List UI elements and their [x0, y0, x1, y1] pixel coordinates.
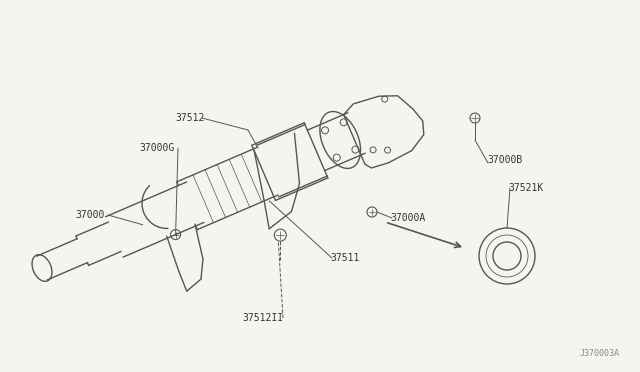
Text: 37512: 37512 — [175, 113, 205, 123]
Text: 37000B: 37000B — [487, 155, 522, 165]
Text: J370003A: J370003A — [580, 349, 620, 358]
Text: 37512II: 37512II — [242, 313, 283, 323]
Text: 37000A: 37000A — [390, 213, 425, 223]
Text: 37000G: 37000G — [140, 143, 175, 153]
Text: 37521K: 37521K — [508, 183, 543, 193]
Text: 37511: 37511 — [330, 253, 360, 263]
Text: 37000: 37000 — [76, 210, 105, 220]
